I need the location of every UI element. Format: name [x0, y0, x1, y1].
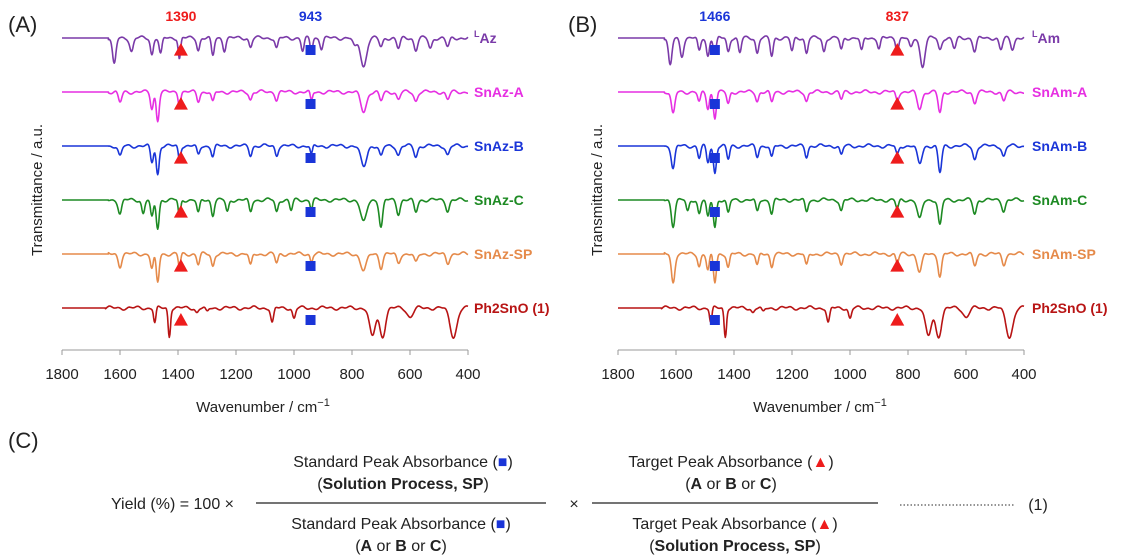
square-marker [305, 207, 316, 217]
triangle-marker [173, 43, 188, 56]
series-label: SnAz-C [474, 192, 524, 208]
panel-b-label: (B) [568, 12, 597, 37]
series-label: SnAz-B [474, 138, 524, 154]
panel-a-label: (A) [8, 12, 37, 37]
square-icon: ■ [496, 516, 506, 533]
x-tick-label: 1400 [161, 366, 194, 383]
triangle-marker [890, 259, 905, 272]
square-marker [305, 45, 316, 55]
frac2-numerator-sub: (A or B or C) [685, 476, 777, 493]
triangle-marker [173, 205, 188, 218]
frac1-denominator-sub: (A or B or C) [355, 538, 447, 555]
square-marker [305, 99, 316, 109]
series-line [618, 251, 1025, 284]
frac1-numerator-sub: (Solution Process, SP) [317, 476, 489, 493]
series-label: Ph2SnO (1) [1032, 300, 1107, 316]
triangle-marker [173, 151, 188, 164]
series-label: SnAm-SP [1032, 246, 1096, 262]
frac2-denominator-sub: (Solution Process, SP) [649, 538, 821, 555]
times-sign: × [569, 496, 578, 513]
series-line [62, 143, 469, 176]
series-line [62, 35, 469, 68]
series-line [62, 305, 469, 339]
series-line [618, 89, 1025, 120]
series-label: Ph2SnO (1) [474, 300, 549, 316]
equation-number: (1) [1028, 497, 1048, 514]
x-tick-label: 800 [895, 366, 920, 383]
peak-marker-label: 1466 [699, 8, 730, 24]
square-marker [305, 261, 316, 271]
panel-a: (A) Transmittance / a.u. 1800 1600 1400 120… [8, 8, 549, 416]
x-tick-label: 600 [953, 366, 978, 383]
series-line [618, 143, 1025, 175]
series-label: LAz [474, 29, 497, 46]
series-line [62, 197, 469, 230]
series-line [618, 35, 1025, 69]
square-marker [709, 261, 720, 271]
triangle-marker [890, 97, 905, 110]
series-line [618, 197, 1025, 229]
square-marker [305, 153, 316, 163]
series-label: SnAz-SP [474, 246, 532, 262]
equation-lhs: Yield (%) = 100 × [111, 496, 234, 513]
panel-c-label: (C) [8, 428, 39, 453]
peak-marker-label: 837 [886, 8, 910, 24]
x-tick-label: 1000 [833, 366, 866, 383]
frac2-denominator: Target Peak Absorbance (▲) [632, 516, 837, 533]
panel-a-ylabel: Transmittance / a.u. [29, 124, 46, 256]
panel-b: (B) Transmittance / a.u. 1800 1600 1400 120… [568, 8, 1107, 416]
series-label: SnAm-B [1032, 138, 1087, 154]
series-line [618, 305, 1025, 339]
triangle-icon: ▲ [816, 516, 832, 533]
square-marker [305, 315, 316, 325]
frac1-denominator: Standard Peak Absorbance (■) [291, 516, 511, 533]
x-tick-label: 800 [339, 366, 364, 383]
frac2-numerator: Target Peak Absorbance (▲) [628, 454, 833, 471]
series-label: SnAz-A [474, 84, 524, 100]
x-tick-label: 1600 [103, 366, 136, 383]
x-tick-label: 1800 [45, 366, 78, 383]
triangle-marker [890, 43, 905, 56]
x-tick-label: 600 [397, 366, 422, 383]
x-tick-label: 1200 [219, 366, 252, 383]
triangle-icon: ▲ [812, 454, 828, 471]
triangle-marker [173, 313, 188, 326]
panel-b-ylabel: Transmittance / a.u. [589, 124, 606, 256]
peak-marker-label: 1390 [165, 8, 196, 24]
x-tick-label: 1000 [277, 366, 310, 383]
series-line [62, 89, 469, 123]
x-tick-label: 1200 [775, 366, 808, 383]
triangle-marker [173, 259, 188, 272]
triangle-marker [890, 151, 905, 164]
square-marker [709, 45, 720, 55]
series-label: LAm [1032, 29, 1060, 46]
triangle-marker [890, 205, 905, 218]
x-tick-label: 1400 [717, 366, 750, 383]
frac1-numerator: Standard Peak Absorbance (■) [293, 454, 513, 471]
series-label: SnAm-C [1032, 192, 1087, 208]
x-tick-label: 400 [455, 366, 480, 383]
series-label: SnAm-A [1032, 84, 1087, 100]
equation-panel: (C) Yield (%) = 100 × Standard Peak Abso… [8, 428, 1048, 555]
triangle-marker [890, 313, 905, 326]
panel-b-xlabel: Wavenumber / cm−1 [753, 397, 887, 416]
square-marker [709, 315, 720, 325]
square-icon: ■ [498, 454, 508, 471]
triangle-marker [173, 97, 188, 110]
series-line [62, 251, 469, 283]
peak-marker-label: 943 [299, 8, 323, 24]
square-marker [709, 153, 720, 163]
square-marker [709, 207, 720, 217]
x-tick-label: 1600 [659, 366, 692, 383]
square-marker [709, 99, 720, 109]
x-tick-label: 400 [1011, 366, 1036, 383]
x-tick-label: 1800 [601, 366, 634, 383]
panel-a-xlabel: Wavenumber / cm−1 [196, 397, 330, 416]
